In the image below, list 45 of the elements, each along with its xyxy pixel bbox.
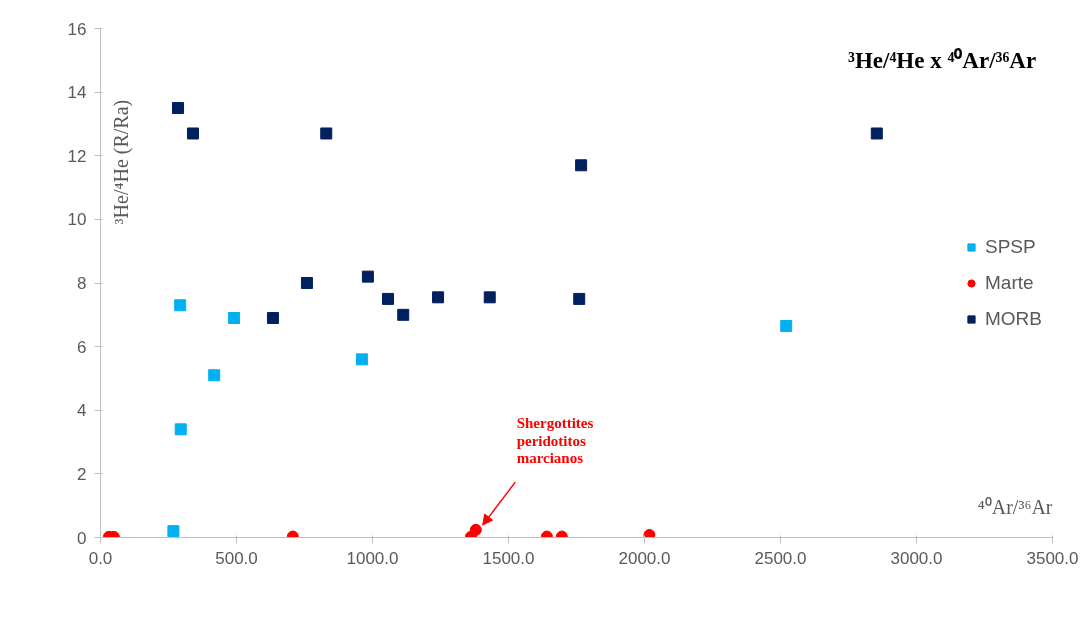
legend-label: MORB	[985, 307, 1042, 330]
y-tick-label: 10	[67, 210, 87, 230]
point	[382, 292, 394, 305]
x-tick-label: 1500.0	[482, 548, 535, 568]
point	[432, 291, 445, 304]
point	[575, 159, 588, 172]
y-tick-label: 14	[67, 83, 87, 103]
legend-label: SPSP	[985, 235, 1036, 258]
point	[361, 270, 374, 283]
point	[469, 523, 482, 536]
y-tick-label: 6	[77, 337, 87, 357]
y-tick-label: 2	[77, 464, 87, 484]
legend-label: Marte	[985, 271, 1034, 294]
point	[320, 127, 333, 140]
point	[643, 528, 656, 538]
y-tick-label: 8	[77, 274, 87, 293]
point	[573, 292, 586, 305]
x-tick-label: 1000.0	[346, 548, 399, 568]
y-tick-label: 16	[67, 19, 87, 39]
y-tick-label: 4	[77, 401, 87, 421]
x-tick-label: 2500.0	[754, 548, 807, 568]
point	[483, 291, 496, 304]
annotation: Shergottites peridotitos marcianos	[516, 415, 594, 467]
x-tick-label: 3000.0	[890, 548, 943, 568]
y-axis-title: ³He/⁴He (R/Ra)	[109, 99, 133, 225]
y-tick-label: 0	[77, 528, 87, 548]
point	[780, 319, 793, 332]
point	[174, 299, 187, 312]
point	[300, 277, 313, 289]
point	[228, 311, 241, 324]
text: ³He/⁴He x ⁴⁰Ar/³⁶Ar	[848, 46, 1037, 73]
x-tick-label: 0.0	[88, 548, 113, 568]
y-tick-label: 12	[67, 146, 87, 166]
point	[266, 311, 279, 324]
point	[397, 308, 410, 321]
x-tick-label: 3500.0	[1026, 548, 1079, 568]
x-axis-title: ⁴⁰Ar/³⁶Ar	[977, 496, 1053, 519]
point	[172, 102, 185, 115]
x-tick-label: 2000.0	[618, 548, 671, 568]
point	[870, 127, 883, 140]
point	[174, 423, 187, 436]
point	[186, 127, 199, 140]
point	[208, 369, 221, 382]
point	[355, 353, 368, 366]
x-tick-label: 500.0	[215, 548, 258, 568]
